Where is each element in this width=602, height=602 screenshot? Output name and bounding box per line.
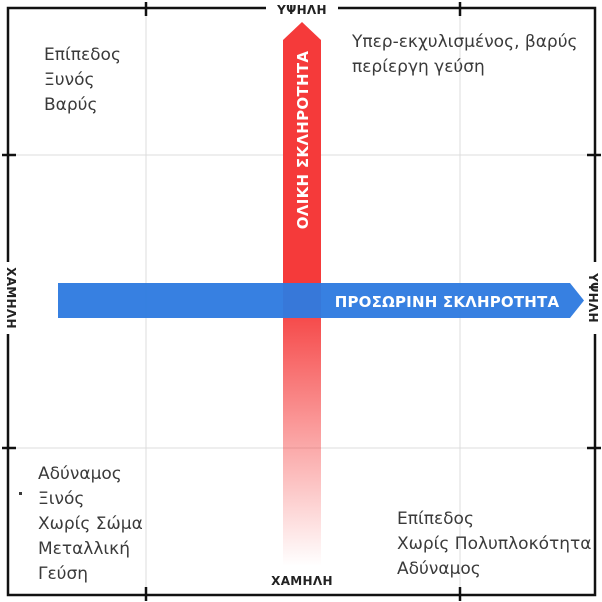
vertical-axis-low-label: ΧΑΜΗΛΗ	[266, 574, 338, 588]
quadrant-line: Επίπεδος	[397, 509, 474, 529]
quadrant-top-left: Επίπεδος Ξυνός Βαρύς	[44, 43, 121, 118]
quadrant-top-right: Υπερ-εκχυλισμένος, βαρύς περίεργη γεύση	[352, 30, 578, 80]
quadrant-bottom-right: Επίπεδος Χωρίς Πολυπλοκότητα Αδύναμος	[397, 507, 591, 582]
quadrant-line: Επίπεδος	[44, 45, 121, 65]
quadrant-line: Μεταλλική	[38, 539, 130, 559]
quadrant-line: Χωρίς Σώμα	[38, 514, 143, 534]
quadrant-line: Αδύναμος	[38, 464, 122, 484]
quadrant-line: Χωρίς Πολυπλοκότητα	[397, 534, 592, 554]
horizontal-axis-arrow	[58, 283, 584, 318]
bullet-mark	[19, 492, 22, 495]
quadrant-line: Ξυνός	[44, 70, 95, 90]
quadrant-line: Ξινός	[38, 489, 85, 509]
horizontal-axis-low-label: ΧΑΜΗΛΗ	[2, 262, 18, 334]
quadrant-line: περίεργη γεύση	[352, 57, 485, 77]
quadrant-line: Γεύση	[38, 564, 89, 584]
quadrant-line: Αδύναμος	[397, 559, 481, 579]
horizontal-axis-high-label: ΥΨΗΛΗ	[584, 262, 600, 334]
quadrant-line: Βαρύς	[44, 95, 98, 115]
quadrant-line: Υπερ-εκχυλισμένος, βαρύς	[352, 32, 578, 52]
vertical-axis-label: ΟΛΙΚΗ ΣΚΛΗΡΟΤΗΤΑ	[294, 51, 312, 230]
quadrant-bottom-left: Αδύναμος Ξινός Χωρίς Σώμα Μεταλλική Γεύσ…	[38, 462, 143, 587]
vertical-axis-high-label: ΥΨΗΛΗ	[266, 3, 338, 17]
horizontal-axis-label: ΠΡΟΣΩΡΙΝΗ ΣΚΛΗΡΟΤΗΤΑ	[335, 293, 560, 311]
